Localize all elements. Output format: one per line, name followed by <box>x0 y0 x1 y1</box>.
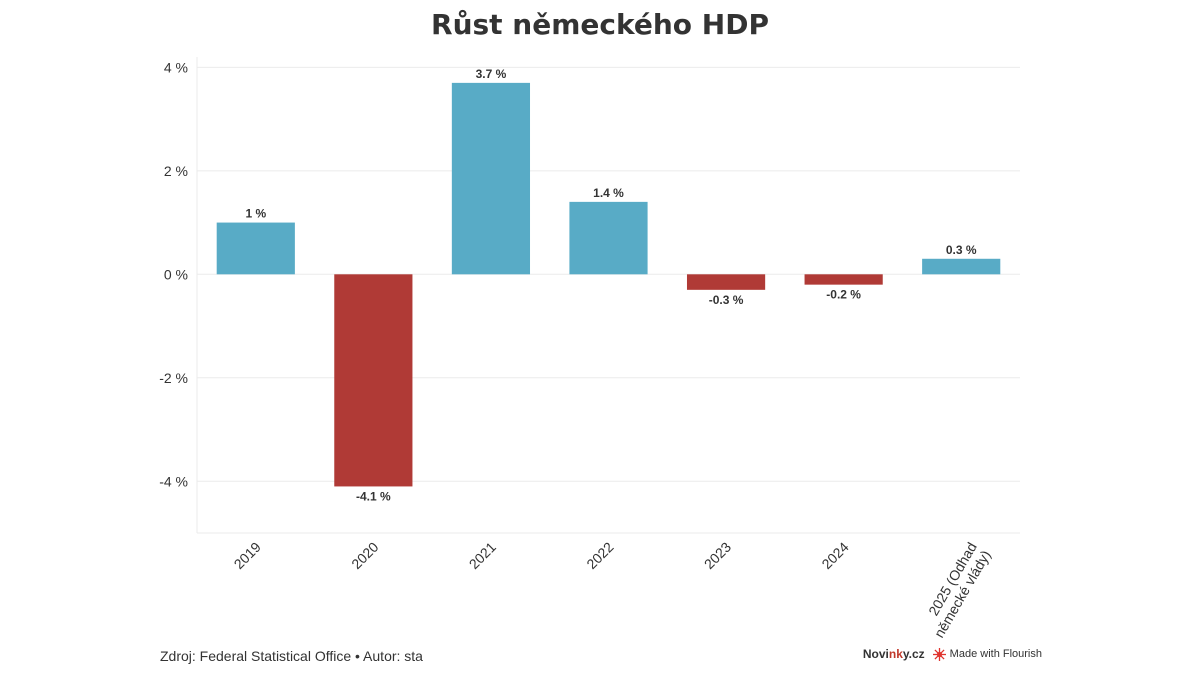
flourish-credit[interactable]: Made with Flourish <box>932 647 1042 661</box>
x-tick-label: 2022 <box>583 539 616 572</box>
novinky-logo[interactable]: Novinky.cz <box>862 647 925 661</box>
data-label: 1 % <box>245 207 266 221</box>
x-tick-label: 2025 (Odhadněmecké vlády) <box>917 540 994 641</box>
x-tick-label: 2023 <box>701 539 734 572</box>
data-label: 1.4 % <box>593 186 624 200</box>
footer-branding: Novinky.cz Made with Flourish <box>863 647 1042 661</box>
data-label: 3.7 % <box>476 67 507 81</box>
made-with-flourish-label: Made with Flourish <box>949 648 1042 660</box>
x-tick-label: 2021 <box>466 539 499 572</box>
data-label: -0.3 % <box>709 293 744 307</box>
chart-title: Růst německého HDP <box>431 8 769 41</box>
y-tick-label: 0 % <box>164 266 188 282</box>
y-tick-label: -2 % <box>159 370 188 386</box>
data-label: -0.2 % <box>826 288 861 302</box>
y-tick-label: 4 % <box>164 59 188 75</box>
x-tick-label: 2019 <box>231 539 264 572</box>
bar-2024 <box>804 274 883 285</box>
bar-2025 <box>922 258 1001 275</box>
bar-2020 <box>334 274 413 487</box>
y-tick-label: -4 % <box>159 473 188 489</box>
bar-2022 <box>569 201 648 275</box>
bar-2019 <box>216 222 295 275</box>
source-note: Zdroj: Federal Statistical Office • Auto… <box>160 648 423 664</box>
bar-2021 <box>451 82 531 275</box>
x-tick-label: 2020 <box>348 539 381 572</box>
data-label: 0.3 % <box>946 243 977 257</box>
bar-2023 <box>686 274 766 290</box>
data-label: -4.1 % <box>356 489 391 503</box>
y-tick-label: 2 % <box>164 163 188 179</box>
flourish-icon <box>932 647 946 661</box>
x-tick-label: 2024 <box>818 539 851 572</box>
